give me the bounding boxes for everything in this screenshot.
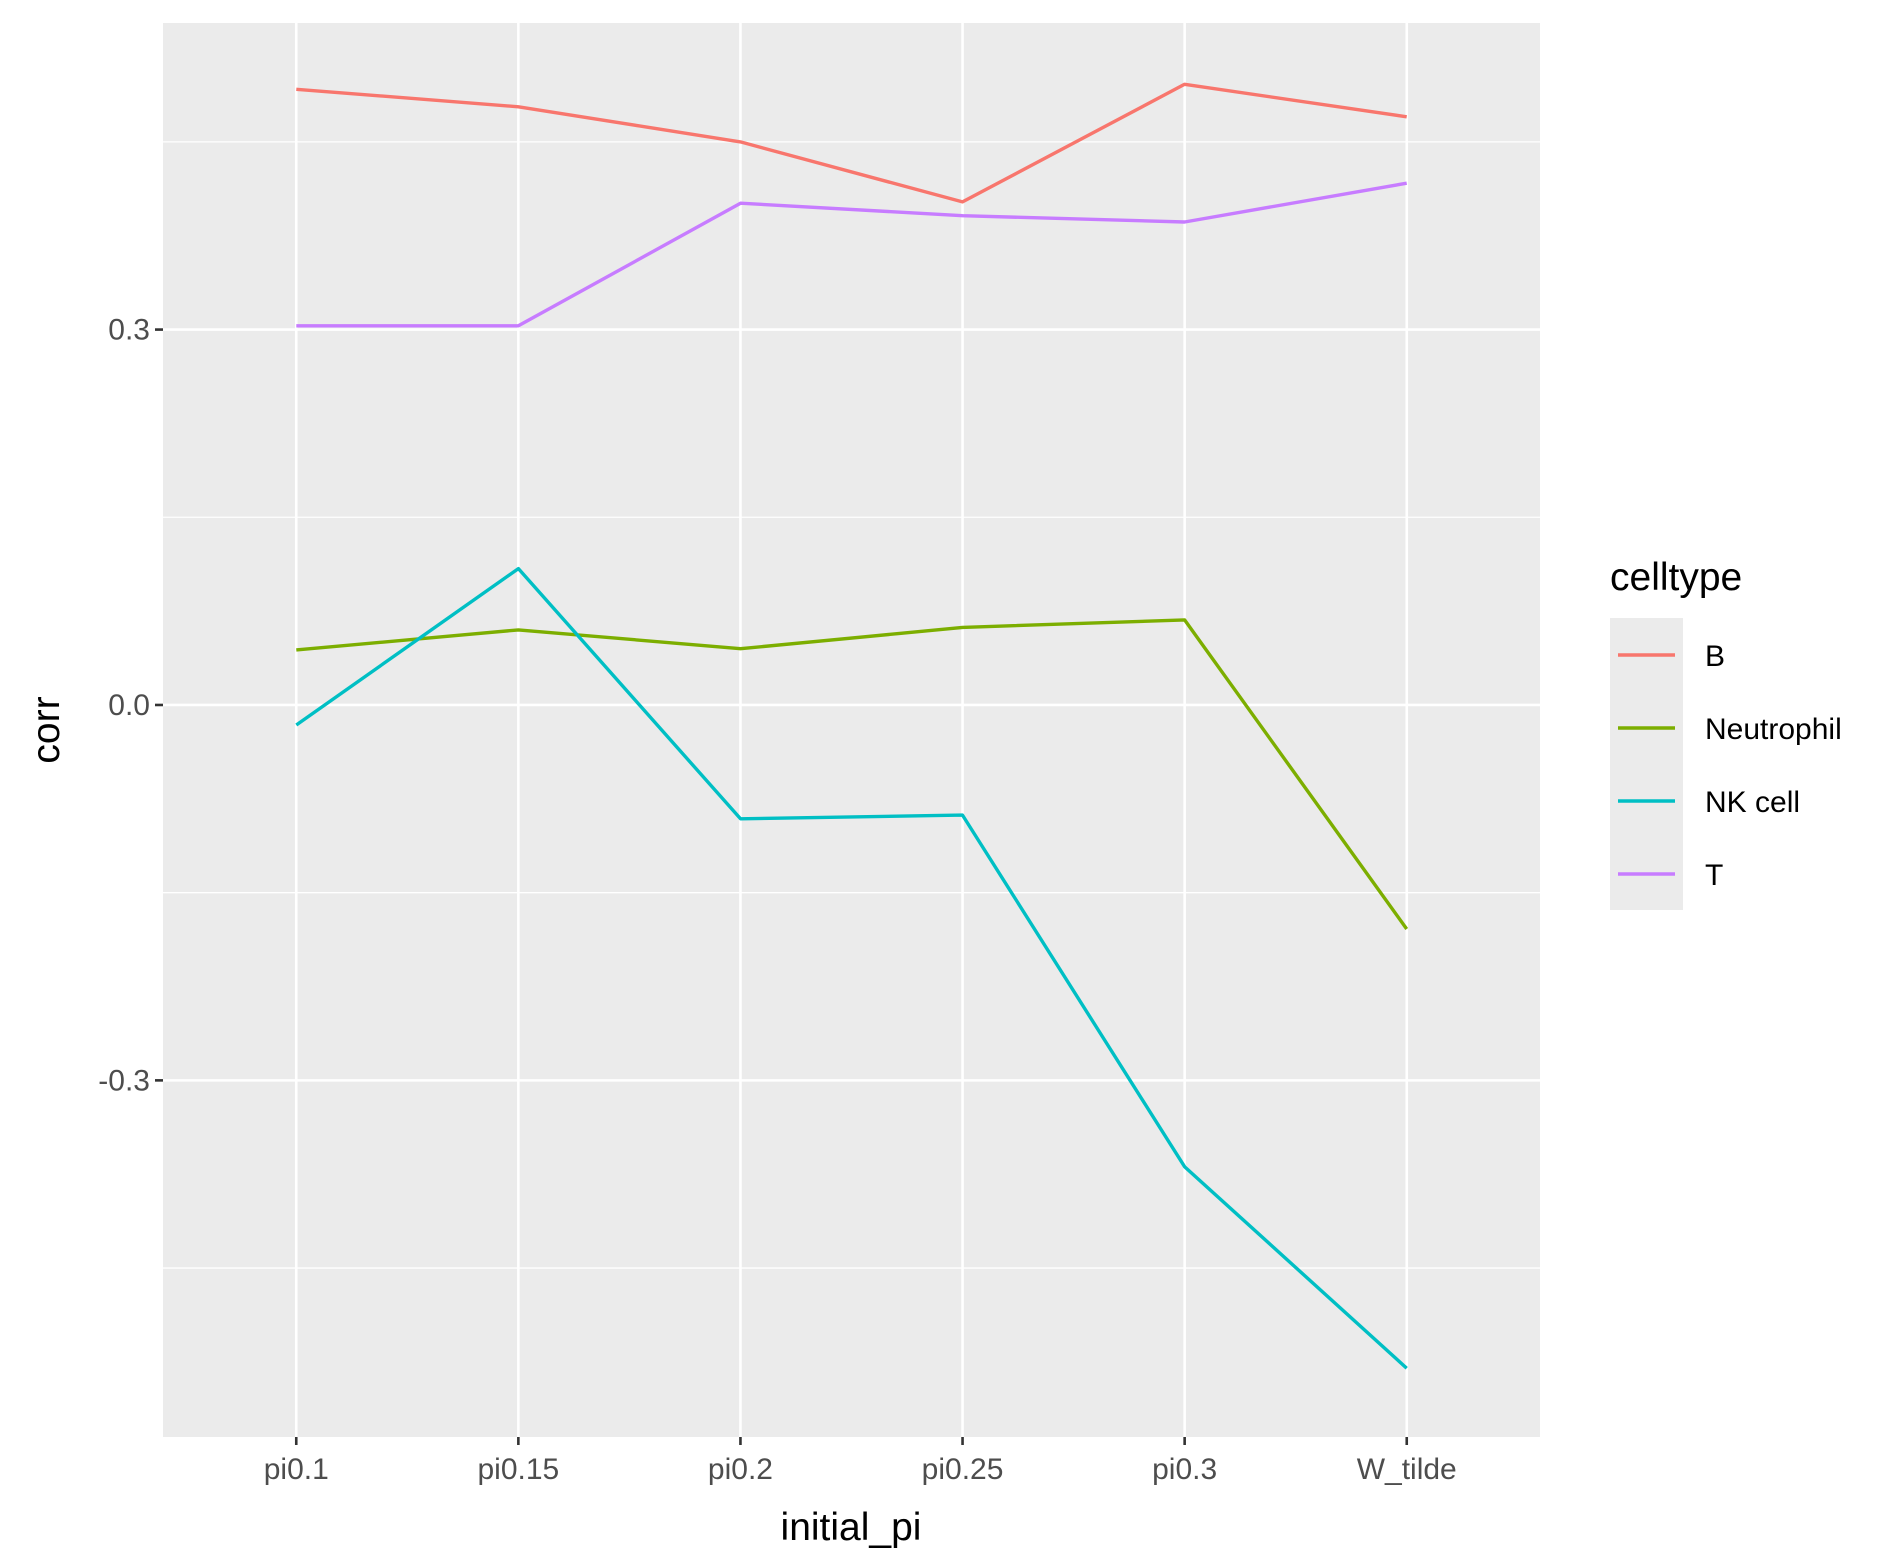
series-lines: [295, 82, 1409, 1370]
legend-label-neutrophil: Neutrophil: [1705, 713, 1842, 746]
series-line-nk-cell: [295, 566, 1408, 1370]
series-line-b: [296, 82, 1407, 204]
legend-label-nk-cell: NK cell: [1705, 786, 1800, 819]
major-gridlines: [163, 23, 1540, 1437]
x-tick-label: pi0.1: [264, 1453, 329, 1486]
x-tick-label: pi0.25: [922, 1453, 1004, 1486]
y-tick-label: 0.3: [108, 314, 150, 347]
legend-key-background: [1610, 618, 1683, 910]
y-axis-title: corr: [25, 696, 68, 763]
x-tick-label: pi0.2: [708, 1453, 773, 1486]
x-axis-title: initial_pi: [781, 1506, 922, 1549]
x-tick-label: pi0.15: [477, 1453, 559, 1486]
y-tick-label: -0.3: [98, 1064, 150, 1097]
y-tick-label: 0.0: [108, 689, 150, 722]
legend-title: celltype: [1610, 556, 1742, 599]
series-line-t: [296, 181, 1407, 328]
legend-items: B Neutrophil NK cell T: [1618, 640, 1842, 892]
plot-panel: [163, 23, 1540, 1437]
x-tick-label: pi0.3: [1152, 1453, 1217, 1486]
x-axis: pi0.1 pi0.15 pi0.2 pi0.25 pi0.3 W_tilde: [264, 1437, 1457, 1486]
minor-gridlines: [163, 141, 1540, 1269]
y-axis: -0.3 0.0 0.3: [98, 314, 163, 1097]
legend-label-b: B: [1705, 640, 1725, 673]
legend: celltype B Neutrophil NK cell T: [1610, 556, 1842, 910]
legend-label-t: T: [1705, 859, 1723, 892]
series-line-neutrophil: [296, 618, 1409, 930]
x-tick-label: W_tilde: [1357, 1453, 1457, 1486]
